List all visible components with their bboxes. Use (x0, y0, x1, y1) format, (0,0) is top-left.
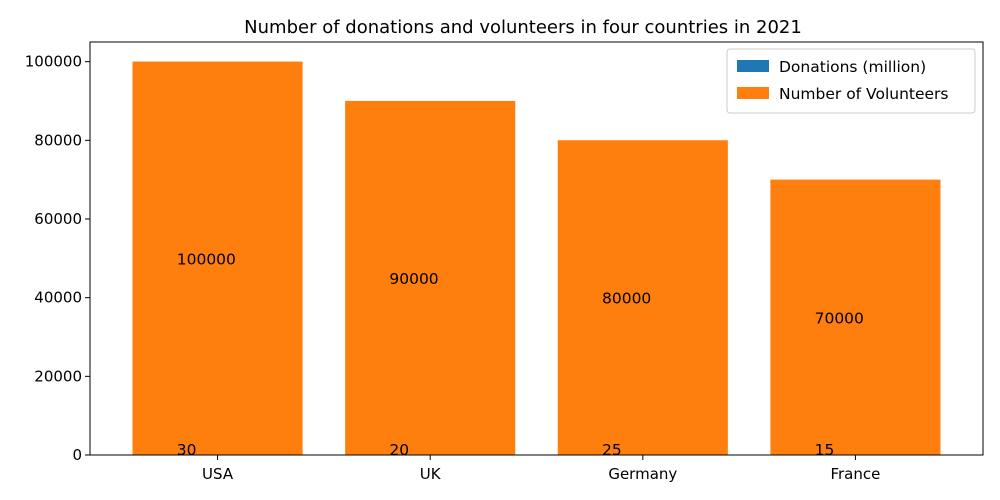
x-tick-label-uk: UK (420, 465, 442, 483)
legend-swatch-1 (737, 87, 769, 99)
y-tick-label: 40000 (34, 289, 82, 307)
legend-label-0: Donations (million) (779, 58, 926, 76)
bar-volunteers-usa (132, 61, 303, 455)
plot-area: 100000 30 90000 20 80000 25 70000 15 0 20000 40000… (25, 41, 984, 483)
x-tick-label-usa: USA (202, 465, 234, 483)
legend-swatch-0 (737, 60, 769, 72)
legend-label-1: Number of Volunteers (779, 85, 949, 103)
data-label-volunteers-usa: 100000 (177, 250, 236, 268)
data-label-volunteers-uk: 90000 (389, 270, 438, 288)
data-label-volunteers-france: 70000 (815, 309, 864, 327)
y-tick-label: 100000 (25, 53, 82, 71)
data-label-volunteers-germany: 80000 (602, 290, 651, 308)
bar-volunteers-germany (557, 140, 728, 455)
data-label-donations-france: 15 (815, 441, 835, 459)
data-label-donations-germany: 25 (602, 441, 622, 459)
data-label-donations-usa: 30 (177, 441, 197, 459)
data-label-donations-uk: 20 (389, 441, 409, 459)
y-tick-label: 0 (72, 446, 82, 464)
y-tick-label: 80000 (34, 131, 82, 149)
bar-volunteers-uk (345, 100, 516, 455)
legend-box (726, 48, 976, 114)
legend: Donations (million) Number of Volunteers (726, 48, 976, 114)
y-tick-label: 20000 (34, 367, 82, 385)
x-tick-label-france: France (830, 465, 880, 483)
chart-title: Number of donations and volunteers in fo… (244, 17, 802, 38)
y-tick-label: 60000 (34, 210, 82, 228)
plot-frame (89, 41, 984, 456)
bar-volunteers-france (770, 179, 941, 455)
x-tick-label-germany: Germany (608, 465, 677, 483)
